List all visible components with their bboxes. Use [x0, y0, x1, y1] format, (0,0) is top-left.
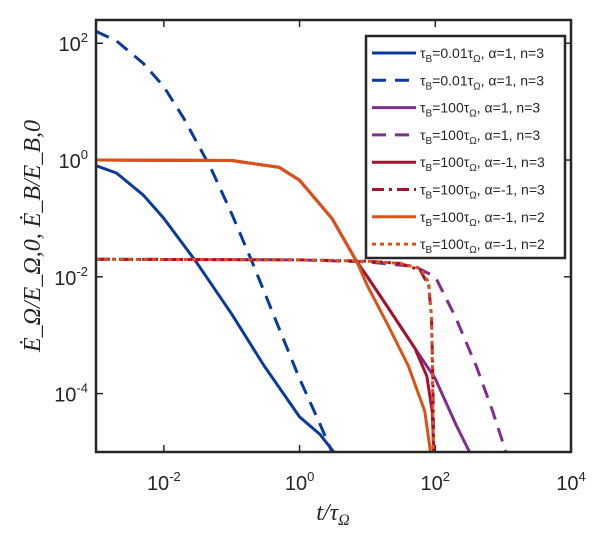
y-tick-base: 10: [54, 385, 76, 407]
legend-label-part: τ: [420, 127, 426, 143]
legend-label-part: τ: [464, 154, 470, 170]
legend-label-part: , α=1, n=3: [481, 45, 545, 61]
y-tick-exp: -2: [76, 264, 88, 279]
legend-label-part: τ: [468, 72, 474, 88]
legend-label-part: B: [426, 136, 433, 147]
x-tick-exp: 2: [443, 469, 450, 484]
series-line-2: [96, 29, 334, 452]
series-line-8: [96, 257, 435, 452]
legend-label-6: τB=100τΩ, α=-1, n=3: [420, 182, 545, 202]
legend-label-8: τB=100τΩ, α=-1, n=2: [420, 236, 545, 256]
legend-label-4: τB=100τΩ, α=1, n=3: [420, 127, 540, 147]
legend-box: [364, 34, 567, 260]
x-tick-base: 10: [147, 473, 169, 495]
x-tick-base: 10: [556, 473, 578, 495]
legend-label-part: Ω: [469, 163, 477, 174]
legend-label-part: =100: [432, 154, 464, 170]
x-axis-label: t/τΩ: [316, 500, 350, 529]
x-tick-label: 100: [285, 469, 314, 495]
legend-label-part: τ: [420, 72, 426, 88]
legend-label-5: τB=100τΩ, α=-1, n=3: [420, 154, 545, 174]
y-tick-exp: 0: [81, 147, 88, 162]
legend-label-part: τ: [464, 209, 470, 225]
x-tick-label: 10-2: [147, 469, 181, 495]
legend-label-part: τ: [420, 154, 426, 170]
legend-label-part: , α=-1, n=3: [477, 182, 545, 198]
x-tick-exp: 4: [579, 469, 586, 484]
y-tick-exp: -4: [76, 381, 88, 396]
legend-label-part: B: [426, 81, 433, 92]
y-tick-base: 10: [59, 34, 81, 56]
legend-label-part: τ: [464, 127, 470, 143]
legend-label-part: τ: [468, 45, 474, 61]
y-tick-label: 10-2: [54, 264, 88, 290]
plot-frame: [94, 18, 573, 454]
series-line-4: [96, 257, 508, 452]
legend-label-part: Ω: [469, 191, 477, 202]
legend-label-part: =0.01: [432, 45, 468, 61]
legend: τB=0.01τΩ, α=1, n=3τB=0.01τΩ, α=1, n=3τB…: [364, 34, 567, 260]
legend-label-part: B: [426, 218, 433, 229]
legend-label-part: τ: [420, 236, 426, 252]
x-tick-label: 104: [556, 469, 585, 495]
legend-label-part: , α=-1, n=2: [477, 209, 545, 225]
series-line-7: [96, 158, 432, 452]
x-tick-base: 10: [285, 473, 307, 495]
legend-label-part: B: [426, 109, 433, 120]
legend-label-7: τB=100τΩ, α=-1, n=2: [420, 209, 545, 229]
legend-label-part: =100: [432, 127, 464, 143]
legend-label-part: B: [426, 54, 433, 65]
legend-label-part: B: [426, 163, 433, 174]
y-tick-exp: 2: [81, 30, 88, 45]
legend-label-2: τB=0.01τΩ, α=1, n=3: [420, 72, 544, 92]
series-line-1: [96, 164, 336, 452]
legend-label-part: Ω: [469, 245, 477, 256]
legend-label-part: , α=1, n=3: [477, 127, 541, 143]
legend-label-part: τ: [420, 209, 426, 225]
legend-label-part: B: [426, 245, 433, 256]
legend-label-part: τ: [420, 182, 426, 198]
legend-label-part: =100: [432, 209, 464, 225]
legend-label-part: τ: [464, 236, 470, 252]
legend-label-part: τ: [420, 45, 426, 61]
y-tick-base: 10: [59, 151, 81, 173]
x-tick-label: 102: [421, 469, 450, 495]
legend-label-3: τB=100τΩ, α=1, n=3: [420, 100, 540, 120]
legend-label-part: , α=1, n=3: [477, 100, 541, 116]
legend-label-part: =100: [432, 100, 464, 116]
legend-label-part: =0.01: [432, 72, 468, 88]
legend-label-part: τ: [420, 100, 426, 116]
x-tick-exp: -2: [169, 469, 181, 484]
legend-label-part: Ω: [469, 218, 477, 229]
legend-label-part: Ω: [469, 109, 477, 120]
y-tick-label: 100: [59, 147, 88, 173]
legend-label-part: , α=-1, n=3: [477, 154, 545, 170]
legend-label-part: B: [426, 191, 433, 202]
x-tick-exp: 0: [307, 469, 314, 484]
legend-label-part: , α=-1, n=2: [477, 236, 545, 252]
x-tick-base: 10: [421, 473, 443, 495]
legend-label-part: , α=1, n=3: [481, 72, 545, 88]
legend-label-part: τ: [464, 100, 470, 116]
y-tick-label: 102: [59, 30, 88, 56]
y-tick-label: 10-4: [54, 381, 88, 407]
legend-label-part: τ: [464, 182, 470, 198]
legend-label-part: =100: [432, 236, 464, 252]
y-tick-base: 10: [54, 268, 76, 290]
y-axis-label: Ė_Ω/E_Ω,0, Ė_B/E_B,0: [20, 120, 46, 353]
legend-label-part: Ω: [473, 54, 481, 65]
legend-label-part: Ω: [473, 81, 481, 92]
legend-label-part: =100: [432, 182, 464, 198]
x-axis-label-sub: Ω: [338, 512, 350, 529]
legend-label-part: Ω: [469, 136, 477, 147]
series-layer: [96, 29, 508, 452]
legend-label-1: τB=0.01τΩ, α=1, n=3: [420, 45, 544, 65]
